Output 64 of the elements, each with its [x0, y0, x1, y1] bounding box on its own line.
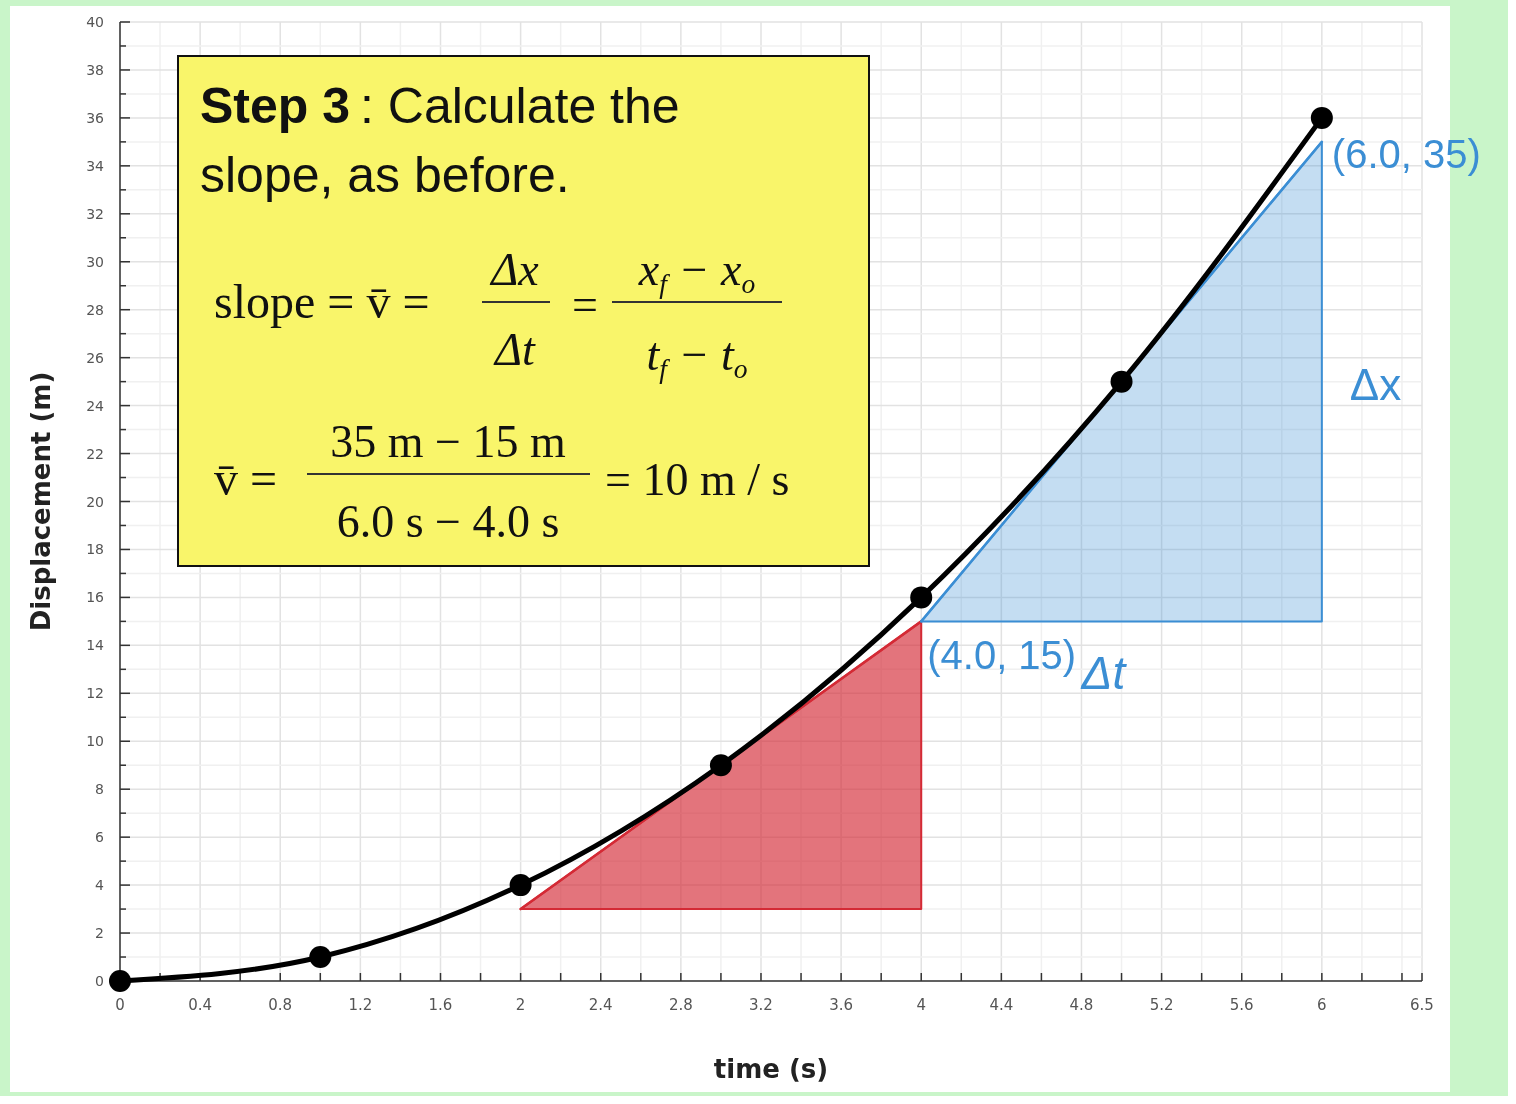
y-tick-label: 8	[95, 781, 104, 798]
x-tick-label: 4.4	[989, 996, 1014, 1014]
annotation: (4.0, 15)	[927, 633, 1077, 678]
x-tick-label: 1.6	[428, 996, 453, 1014]
y-tick-label: 28	[86, 301, 104, 318]
x-tick-label: 2.4	[588, 996, 613, 1014]
point	[1110, 370, 1133, 393]
y-tick-label: 40	[86, 14, 104, 30]
annotation: Δt	[493, 324, 537, 375]
y-tick-label: 34	[86, 157, 105, 174]
annotation: (6.0, 35)	[1331, 131, 1481, 176]
y-tick-label: 6	[95, 829, 105, 846]
y-tick-label: 32	[86, 205, 104, 222]
y-tick-label: 30	[86, 253, 104, 270]
y-tick-label: 20	[86, 493, 104, 510]
y-tick-label: 10	[86, 733, 104, 750]
annotation: =	[572, 279, 598, 330]
x-tick-label: 4.8	[1069, 996, 1094, 1014]
annotation: slope, as before.	[200, 147, 570, 203]
annotation: t$_{f}$ − t$_{o}$	[646, 329, 748, 385]
y-tick-label: 36	[86, 109, 105, 126]
x-tick-label: 4	[916, 996, 926, 1014]
annotation: : Calculate the	[360, 78, 680, 134]
y-tick-label: 14	[86, 637, 105, 654]
annotation: Δx	[1349, 359, 1402, 409]
y-tick-label: 38	[86, 61, 104, 78]
x-tick-label: 3.6	[829, 996, 854, 1014]
point	[910, 586, 933, 609]
annotation: Step 3	[200, 78, 351, 134]
point	[109, 970, 131, 992]
y-tick-label: 18	[86, 541, 104, 558]
annotation: Δx	[489, 244, 540, 295]
annotation: x$_{f}$ − x$_{o}$	[637, 244, 756, 300]
y-tick-label: 22	[86, 445, 104, 462]
x-tick-label: 2	[515, 996, 526, 1014]
x-tick-label: 5.2	[1149, 996, 1174, 1014]
y-axis-title: Displacement (m)	[26, 371, 56, 632]
x-axis-title: time (s)	[713, 1054, 829, 1084]
x-tick-label: 3.2	[749, 996, 773, 1014]
y-tick-label: 24	[86, 397, 105, 414]
y-tick-label: 4	[95, 877, 105, 894]
annotation: 35 m − 15 m	[330, 416, 566, 467]
x-tick-label: 6.5	[1410, 996, 1434, 1014]
point	[1310, 106, 1333, 129]
x-tick-label: 0	[115, 996, 125, 1014]
y-tick-label: 0	[95, 973, 104, 989]
annotation: = 10 m / s	[605, 454, 790, 505]
point	[309, 946, 332, 969]
point	[709, 754, 732, 777]
x-tick-label: 0.4	[188, 996, 213, 1014]
x-tick-label: 0.8	[268, 996, 293, 1014]
x-tick-label: 5.6	[1229, 996, 1254, 1014]
annotation: v̄ =	[214, 452, 278, 505]
y-tick-label: 12	[86, 685, 104, 702]
y-tick-label: 26	[86, 349, 105, 366]
x-tick-label: 1.2	[348, 996, 373, 1014]
annotation: Δt	[1080, 647, 1128, 700]
x-tick-label: 6	[1317, 996, 1327, 1014]
y-tick-label: 2	[95, 925, 104, 942]
annotation: slope = v̄ =	[214, 275, 430, 328]
x-tick-label: 2.8	[668, 996, 693, 1014]
annotation: 6.0 s − 4.0 s	[336, 496, 560, 547]
point	[509, 874, 532, 897]
y-tick-label: 16	[86, 589, 105, 606]
